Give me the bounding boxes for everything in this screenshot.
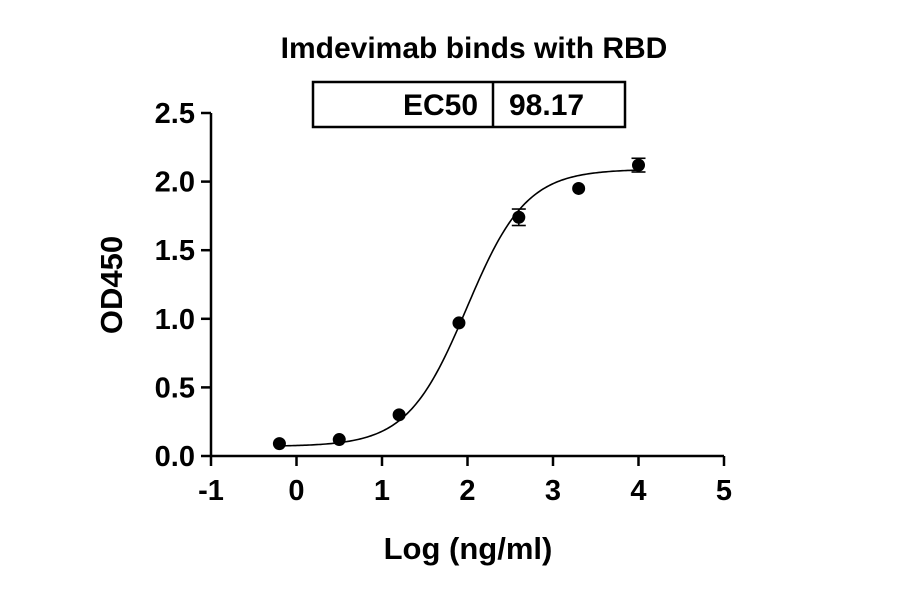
- ec50-table-border: [311, 80, 627, 129]
- y-ticks: 0.0 0.5 1.0 1.5 2.0 2.5: [155, 98, 211, 473]
- y-tick-label: 0.5: [155, 372, 195, 404]
- x-tick-label: 5: [716, 475, 732, 507]
- ec50-label: EC50: [403, 89, 478, 122]
- data-point: [632, 158, 645, 172]
- data-point: [332, 433, 346, 447]
- x-axis-label: Log (ng/ml): [384, 531, 553, 566]
- x-tick-label: 1: [374, 475, 390, 507]
- data-point: [272, 437, 286, 451]
- y-tick-label: 1.0: [155, 304, 195, 336]
- x-axis: -1 0 1 2 3 4 5: [198, 454, 732, 507]
- chart-title: Imdevimab binds with RBD: [281, 32, 668, 65]
- data-point: [392, 408, 406, 422]
- ec50-value: 98.17: [509, 89, 584, 122]
- y-axis: 0.0 0.5 1.0 1.5 2.0 2.5: [155, 98, 213, 473]
- ec50-table: EC50 98.17: [311, 80, 627, 129]
- y-axis-label: OD450: [94, 236, 129, 334]
- x-tick-label: 4: [630, 475, 646, 507]
- y-tick-label: 1.5: [155, 235, 195, 267]
- x-ticks: -1 0 1 2 3 4 5: [198, 456, 732, 507]
- y-tick-label: 0.0: [155, 441, 195, 473]
- x-tick-label: 3: [545, 475, 561, 507]
- x-tick-label: 2: [459, 475, 475, 507]
- x-tick-label: -1: [198, 475, 224, 507]
- fit-curve: [279, 169, 639, 447]
- data-point: [512, 210, 526, 224]
- y-tick-label: 2.0: [155, 167, 195, 199]
- data-points: [272, 157, 646, 451]
- y-tick-label: 2.5: [155, 98, 195, 130]
- x-tick-label: 0: [288, 475, 304, 507]
- data-point: [572, 181, 586, 195]
- data-point: [452, 316, 466, 330]
